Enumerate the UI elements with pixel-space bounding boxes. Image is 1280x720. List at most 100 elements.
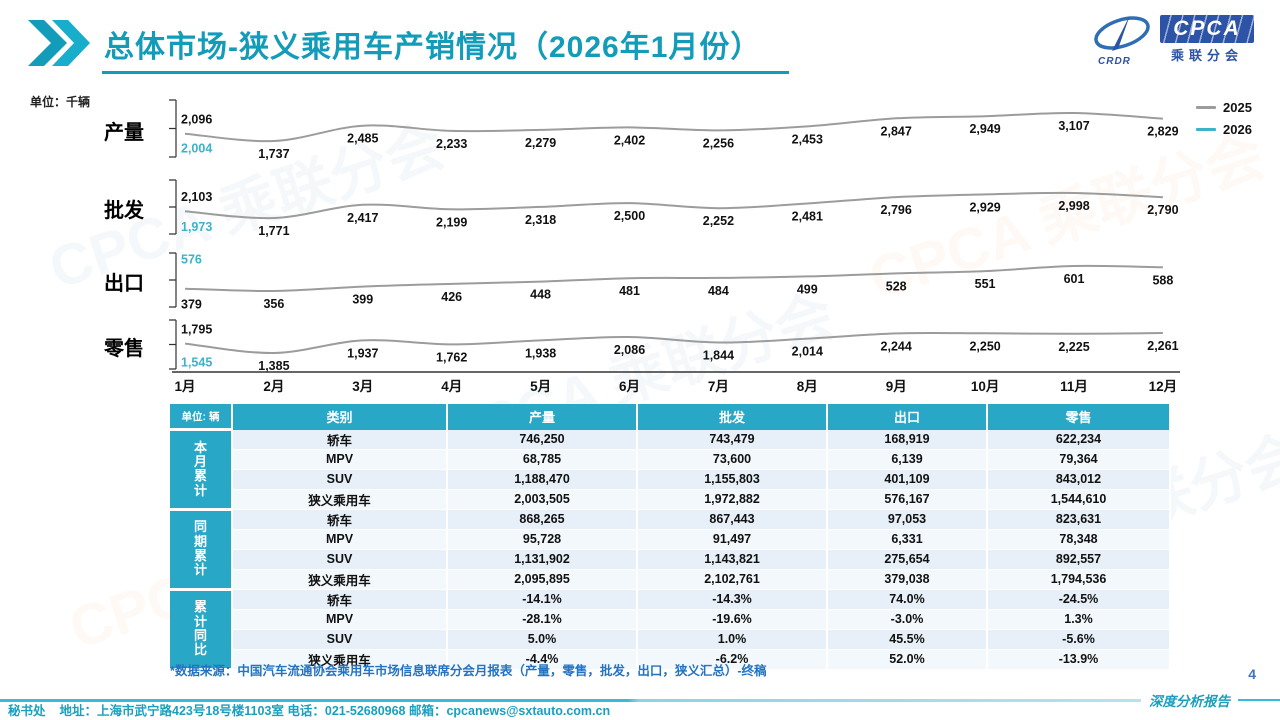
value-cell: 1,544,610 [987,489,1171,510]
value-cell: 2,095,895 [447,569,638,590]
point-label: 2,014 [792,345,823,359]
point-label: 2,402 [614,133,645,147]
point-label: 2,252 [703,214,734,228]
value-cell: 379,038 [827,569,988,590]
point-label: 426 [441,290,462,304]
table-row: MPV 95,728 91,497 6,331 78,348 [170,529,1171,550]
line-2025-零售 [184,331,1163,355]
value-cell: -14.3% [637,589,828,610]
value-cell: 74.0% [827,589,988,610]
point-label: 2,199 [436,215,467,229]
value-cell: 892,557 [987,549,1171,570]
value-cell: 275,654 [827,549,988,570]
value-cell: -14.1% [447,589,638,610]
value-cell: 743,479 [637,429,828,450]
point-label: 356 [263,297,284,311]
footer-divider: 深度分析报告 [0,690,1280,710]
value-cell: -3.0% [827,609,988,630]
point-label: 2,250 [969,339,1000,353]
chart-row-label-产量: 产量 [104,121,144,144]
point-label: 1,385 [258,359,289,373]
report-type-label: 深度分析报告 [1149,694,1230,709]
value-cell: 401,109 [827,469,988,490]
value-cell: -4.4% [447,649,638,670]
value-cell: 5.0% [447,629,638,650]
point-label: 2,481 [792,210,823,224]
chart-row-label-零售: 零售 [104,337,144,360]
line-2025-批发 [184,191,1163,220]
table-row: MPV -28.1% -19.6% -3.0% 1.3% [170,609,1171,630]
value-cell: 576,167 [827,489,988,510]
table-row: SUV 1,188,470 1,155,803 401,109 843,012 [170,469,1171,490]
category-cell: MPV [232,449,448,470]
axis-bracket [169,252,177,308]
value-cell: 91,497 [637,529,828,550]
value-cell: 1.0% [637,629,828,650]
category-cell: 狭义乘用车 [232,489,448,510]
footer-contact: 秘书处 地址：上海市武宁路423号18号楼1103室 电话：021-5268096… [8,700,610,719]
value-cell: 97,053 [827,509,988,530]
axis-bracket [169,179,177,235]
category-cell: 轿车 [232,429,448,450]
value-cell: 746,250 [447,429,638,450]
column-header-零售: 零售 [987,404,1171,430]
point-label: 601 [1064,272,1085,286]
point-label: 3,107 [1058,119,1089,133]
point-label: 2,949 [969,122,1000,136]
value-cell: 843,012 [987,469,1171,490]
value-cell: 1,972,882 [637,489,828,510]
line-2025-出口 [184,264,1163,293]
point-label: 2,417 [347,211,378,225]
value-cell: 1,155,803 [637,469,828,490]
jan-2026-label: 2,004 [181,142,212,156]
point-label: 1,937 [347,346,378,360]
point-label: 399 [352,293,373,307]
chart-row-label-出口: 出口 [104,273,144,295]
value-cell: -5.6% [987,629,1171,650]
legend-swatch-2026 [1196,127,1216,131]
crdr-text: CRDR [1098,56,1131,67]
category-cell: MPV [232,529,448,550]
divider-line-left [0,698,1141,702]
point-label: 2,453 [792,132,823,146]
month-label: 2月 [263,379,284,394]
table-row: 狭义乘用车 2,003,505 1,972,882 576,167 1,544,610 [170,489,1171,510]
category-cell: SUV [232,469,448,490]
value-cell: -28.1% [447,609,638,630]
jan-2025-label: 2,103 [181,190,212,204]
double-chevron-icon [28,20,90,66]
legend-swatch-2025 [1196,105,1216,109]
group-label-累计同比: 累计同比 [170,587,233,671]
point-label: 1,762 [436,350,467,364]
point-label: 2,485 [347,132,378,146]
value-cell: 68,785 [447,449,638,470]
month-label: 10月 [971,379,1000,394]
cpca-text: CPCA [1173,16,1241,40]
point-label: 2,847 [881,124,912,138]
point-label: 2,318 [525,213,556,227]
value-cell: 52.0% [827,649,988,670]
value-cell: 95,728 [447,529,638,550]
jan-2026-label: 1,973 [181,220,212,234]
month-label: 11月 [1060,379,1088,394]
chart-row-label-批发: 批发 [104,200,144,222]
jan-2026-label: 576 [181,253,202,267]
point-label: 2,256 [703,136,734,150]
point-label: 499 [797,282,818,296]
header: 总体市场-狭义乘用车产销情况（2026年1月份） CRDR CPCA 乘联分会 [0,0,1280,80]
value-cell: 79,364 [987,449,1171,470]
page-number: 4 [1248,666,1256,682]
value-cell: 867,443 [637,509,828,530]
category-cell: 轿车 [232,509,448,530]
value-cell: 168,919 [827,429,988,450]
table-unit-header: 单位: 辆 [170,404,233,430]
line-2025-产量 [184,111,1163,143]
point-label: 528 [886,279,907,293]
column-header-产量: 产量 [447,404,638,430]
value-cell: -13.9% [987,649,1171,670]
column-header-出口: 出口 [827,404,988,430]
table-row: 累计同比轿车 -14.1% -14.3% 74.0% -24.5% [170,587,1171,671]
point-label: 1,938 [525,346,556,360]
value-cell: 2,003,505 [447,489,638,510]
summary-table: 单位: 辆类别 产量 批发 出口 零售 本月累计轿车 746,250 743,479 168,… [170,404,1171,671]
